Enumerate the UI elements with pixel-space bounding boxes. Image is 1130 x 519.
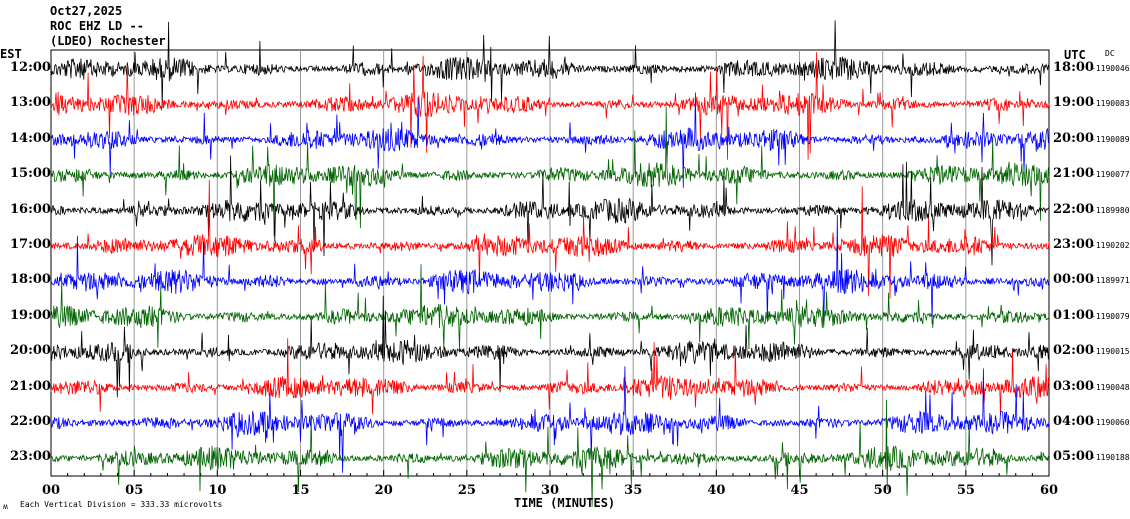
- est-label: 14:00: [10, 130, 51, 146]
- trace-2300: [50, 399, 1050, 507]
- utc-axis-title: UTC: [1064, 48, 1086, 62]
- est-label: 22:00: [10, 414, 51, 429]
- est-label: 20:00: [10, 343, 51, 359]
- trace-2000: [50, 295, 1050, 398]
- est-label: 23:00: [10, 449, 51, 465]
- est-label: 18:00: [10, 272, 51, 288]
- utc-label: 02:00: [1053, 343, 1094, 359]
- est-label: 13:00: [10, 95, 51, 111]
- utc-label: 01:00: [1053, 307, 1094, 323]
- dc-offset: -1190077: [1091, 170, 1130, 180]
- trace-1900: [50, 264, 1050, 351]
- dc-offset: -1190046: [1091, 64, 1130, 73]
- dc-offset: -1190015: [1091, 347, 1130, 357]
- trace-1500: [50, 106, 1050, 236]
- scale-note: Each Vertical Division = 333.33 microvol…: [20, 500, 223, 509]
- est-label: 15:00: [10, 166, 51, 182]
- est-label: 16:00: [10, 201, 51, 217]
- x-tick-label: 20: [374, 483, 393, 498]
- utc-label: 22:00: [1053, 201, 1094, 217]
- x-tick-label: 55: [956, 483, 975, 498]
- dc-offset: -1190202: [1091, 241, 1130, 250]
- est-label: 19:00: [10, 307, 51, 323]
- utc-label: 21:00: [1053, 166, 1094, 182]
- x-tick-label: 10: [208, 483, 227, 498]
- chart-date: Oct27,2025: [50, 4, 123, 18]
- trace-1200: [50, 20, 1050, 108]
- dc-title: DC: [1105, 49, 1115, 58]
- est-axis-title: EST: [0, 47, 22, 61]
- x-tick-label: 35: [624, 483, 643, 498]
- dc-offset: -1190188: [1091, 453, 1130, 463]
- utc-label: 19:00: [1053, 95, 1094, 111]
- est-label: 21:00: [10, 378, 51, 394]
- utc-label: 18:00: [1053, 60, 1094, 75]
- trace-2200: [50, 366, 1050, 473]
- dc-offset: -1190079: [1091, 311, 1130, 321]
- x-tick-label: 60: [1040, 483, 1059, 498]
- dc-offset: -1190083: [1091, 99, 1130, 109]
- x-tick-label: 25: [457, 483, 476, 498]
- station-name: (LDEO) Rochester: [50, 34, 166, 48]
- station-code: ROC EHZ LD --: [50, 19, 144, 33]
- x-tick-label: 45: [790, 483, 809, 498]
- dc-offset: -1190060: [1091, 418, 1130, 427]
- utc-label: 20:00: [1053, 130, 1094, 146]
- x-tick-label: 50: [873, 483, 892, 498]
- trace-1300: [50, 52, 1050, 160]
- utc-label: 05:00: [1053, 449, 1094, 465]
- trace-1600: [50, 155, 1050, 266]
- x-tick-label: 15: [291, 483, 310, 498]
- x-tick-label: 40: [707, 483, 726, 498]
- x-tick-label: 05: [125, 483, 144, 498]
- est-label: 12:00: [10, 60, 51, 75]
- x-tick-label: 30: [541, 483, 560, 498]
- utc-label: 03:00: [1053, 378, 1094, 394]
- x-axis-label: TIME (MINUTES): [514, 496, 616, 510]
- trace-1700: [50, 179, 1050, 299]
- dc-offset: -1190089: [1091, 134, 1130, 144]
- trace-2100: [50, 338, 1050, 416]
- x-tick-label: 00: [42, 483, 61, 498]
- corner-mark: ʍ: [3, 502, 8, 511]
- trace-1400: [50, 92, 1050, 188]
- trace-1800: [50, 214, 1050, 324]
- dc-offset: -1190048: [1091, 382, 1130, 392]
- est-label: 17:00: [10, 237, 51, 252]
- dc-offset: -1189980: [1091, 205, 1130, 215]
- utc-label: 04:00: [1053, 414, 1094, 429]
- dc-offset: -1189971: [1091, 276, 1130, 286]
- utc-label: 23:00: [1053, 237, 1094, 252]
- utc-label: 00:00: [1053, 272, 1094, 288]
